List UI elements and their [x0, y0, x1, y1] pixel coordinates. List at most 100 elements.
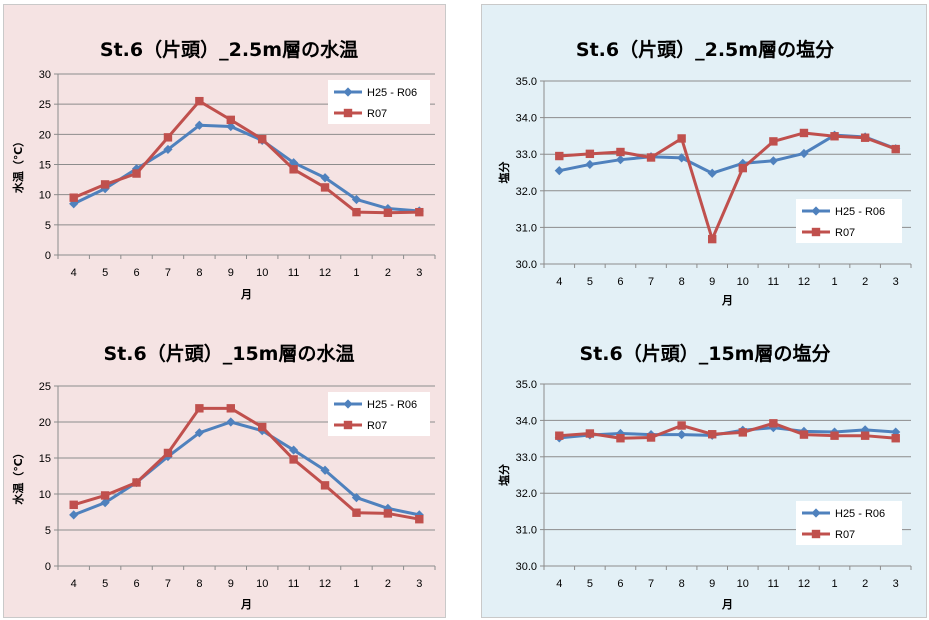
data-point: [738, 163, 747, 173]
data-point: [415, 515, 424, 524]
data-point: [226, 417, 236, 427]
y-tick-label: 34.0: [516, 415, 537, 427]
x-tick-label: 1: [353, 267, 359, 279]
x-tick-label: 7: [165, 578, 171, 590]
x-tick-label: 11: [768, 276, 779, 288]
data-point: [768, 156, 778, 166]
x-tick-label: 7: [648, 276, 654, 288]
y-tick-label: 0: [45, 561, 51, 573]
legend-marker: [811, 508, 821, 518]
y-tick-label: 30.0: [516, 561, 537, 573]
x-tick-label: 3: [416, 578, 422, 590]
series-line-r07: [559, 421, 896, 440]
data-point: [226, 404, 235, 413]
series-line-h25-r06: [73, 123, 420, 213]
y-tick-label: 0: [45, 250, 51, 262]
x-tick-label: 6: [133, 267, 139, 279]
data-point: [69, 193, 78, 202]
y-tick-label: 15: [39, 453, 51, 465]
x-axis-label: 月: [240, 288, 252, 301]
y-tick-label: 25: [39, 381, 51, 393]
y-tick-label: 30: [39, 69, 51, 81]
chart-salinity-2-5m: St.6（片頭）_2.5m層の塩分 30.0 31.0 32.0 33.0 34.0 35.…: [497, 38, 912, 307]
x-tick-label: 2: [862, 276, 868, 288]
x-tick-label: 8: [679, 276, 685, 288]
data-point: [646, 433, 656, 442]
legend-marker: [811, 529, 821, 539]
data-point: [100, 180, 110, 189]
y-tick-label: 34.0: [516, 113, 537, 125]
x-tick-label: 11: [288, 578, 299, 590]
data-point: [352, 508, 361, 517]
data-point: [352, 207, 361, 217]
data-point: [258, 134, 267, 144]
x-tick-label: 4: [556, 276, 562, 288]
data-point: [799, 430, 809, 439]
data-point: [555, 431, 564, 440]
x-tick-label: 3: [893, 276, 899, 288]
data-point: [351, 194, 362, 205]
data-point: [738, 428, 747, 437]
data-point: [289, 165, 298, 174]
data-point: [738, 158, 748, 168]
x-tick-label: 6: [617, 578, 623, 590]
x-tick-label: 5: [102, 578, 108, 590]
data-point: [132, 478, 141, 487]
data-point: [708, 234, 717, 244]
x-tick-label: 7: [165, 267, 171, 279]
legend-label: R07: [835, 227, 855, 239]
x-tick-label: 10: [737, 276, 749, 288]
x-tick-label: 3: [416, 267, 422, 279]
data-point: [69, 510, 79, 520]
data-point: [615, 155, 626, 165]
legend-label: R07: [367, 420, 387, 432]
x-tick-label: 8: [196, 267, 202, 279]
data-point: [320, 183, 330, 192]
data-point: [585, 159, 595, 170]
data-point: [860, 431, 870, 440]
x-tick-label: 2: [385, 578, 391, 590]
y-tick-label: 33.0: [516, 452, 537, 464]
x-tick-label: 12: [319, 578, 331, 590]
x-axis-label: 月: [721, 598, 733, 611]
data-point: [799, 148, 809, 159]
data-point: [677, 421, 686, 430]
legend-label: H25 - R06: [367, 87, 417, 99]
data-point: [769, 419, 778, 428]
y-tick-label: 20: [39, 417, 51, 429]
data-point: [289, 455, 298, 464]
legend-label: H25 - R06: [835, 508, 885, 520]
data-point: [415, 207, 424, 217]
series-line-r07: [559, 131, 897, 241]
data-point: [163, 144, 173, 155]
data-point: [383, 509, 393, 518]
x-tick-label: 10: [256, 267, 268, 279]
data-point: [677, 429, 687, 440]
y-tick-label: 5: [45, 220, 51, 232]
x-tick-label: 8: [679, 578, 685, 590]
y-tick-label: 20: [39, 129, 51, 141]
data-point: [799, 128, 809, 138]
x-tick-label: 4: [556, 578, 562, 590]
data-point: [195, 96, 204, 106]
x-tick-label: 1: [831, 276, 837, 288]
x-tick-label: 11: [288, 267, 299, 279]
x-tick-label: 5: [587, 276, 593, 288]
data-point: [585, 429, 595, 438]
chart-title: St.6（片頭）_15m層の水温: [104, 342, 355, 365]
data-point: [320, 173, 330, 183]
y-axis-label: 水温（℃）: [11, 136, 25, 193]
data-point: [194, 120, 204, 130]
legend-label: R07: [835, 529, 855, 541]
x-tick-label: 8: [196, 578, 202, 590]
y-tick-label: 35.0: [516, 76, 537, 88]
data-point: [289, 158, 299, 168]
chart-salinity-15m: St.6（片頭）_15m層の塩分 30.0 31.0 32.0 33.0 34.0 35.0…: [497, 342, 912, 611]
y-tick-label: 15: [39, 160, 51, 172]
data-point: [195, 404, 204, 413]
data-point: [891, 434, 900, 443]
legend-marker: [343, 87, 353, 97]
x-tick-label: 1: [353, 578, 359, 590]
